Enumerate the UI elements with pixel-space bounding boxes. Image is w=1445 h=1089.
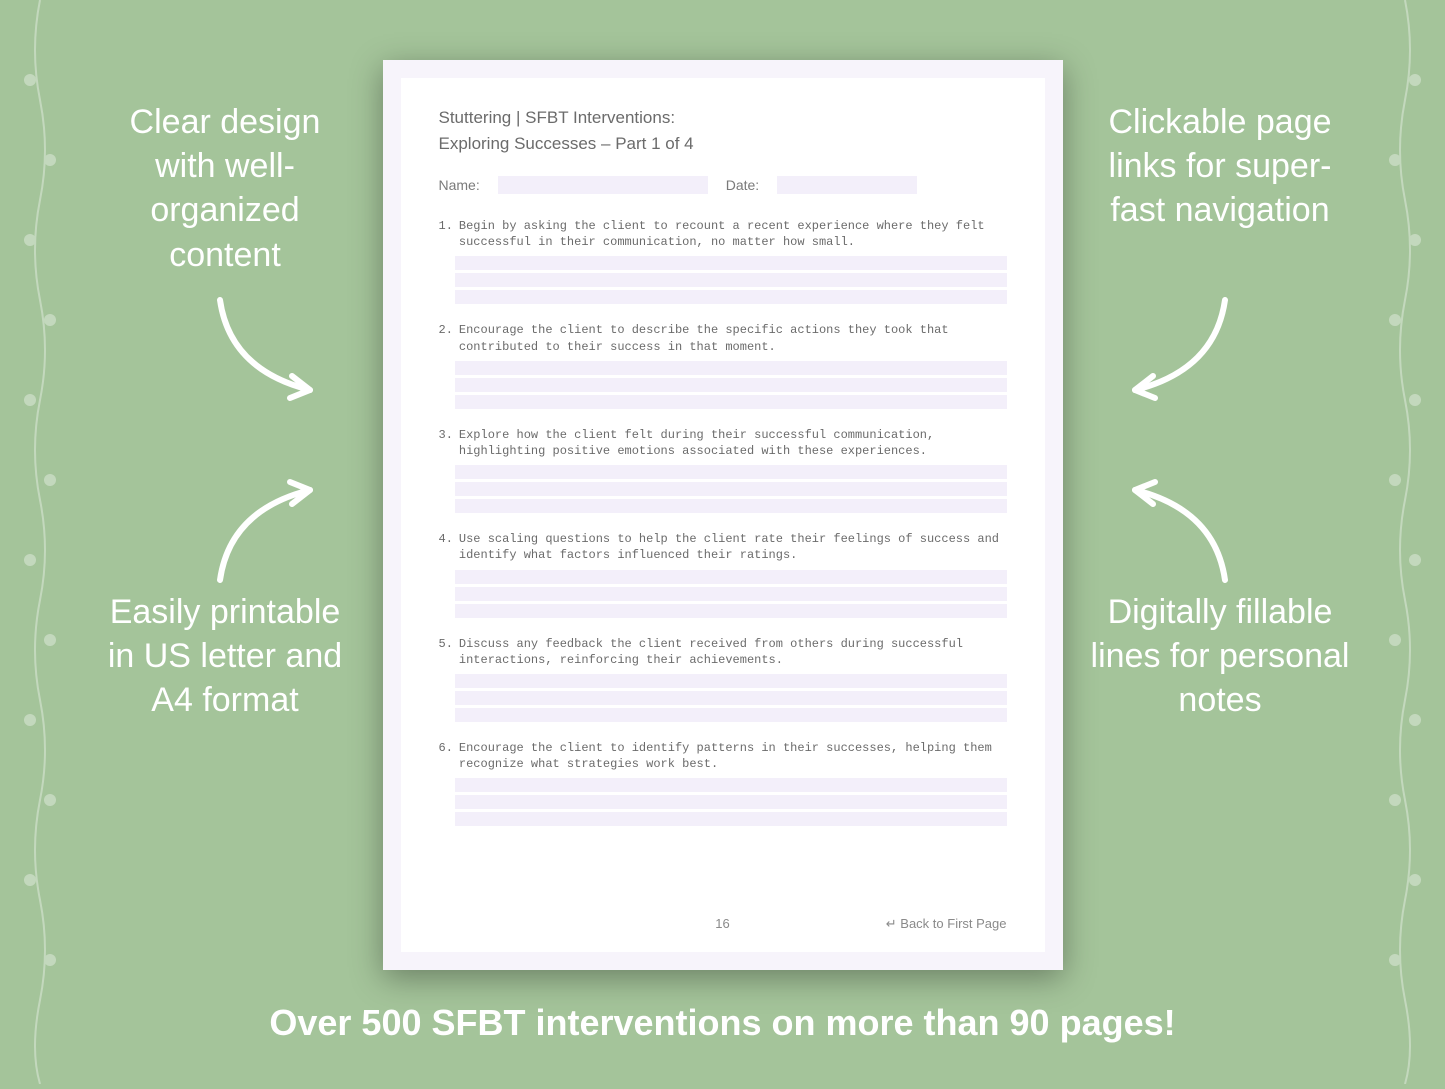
answer-lines xyxy=(455,674,1007,722)
question-text: 1.Begin by asking the client to recount … xyxy=(439,218,1007,250)
document-footer: 16 ↵ Back to First Page xyxy=(439,916,1007,932)
question-item: 2.Encourage the client to describe the s… xyxy=(439,322,1007,408)
question-item: 5.Discuss any feedback the client receiv… xyxy=(439,636,1007,722)
document-page: Stuttering | SFBT Interventions: Explori… xyxy=(383,60,1063,970)
question-number: 3. xyxy=(439,427,453,459)
date-input[interactable] xyxy=(777,176,917,194)
question-body: Discuss any feedback the client received… xyxy=(459,636,1007,668)
answer-line[interactable] xyxy=(455,778,1007,792)
question-text: 2.Encourage the client to describe the s… xyxy=(439,322,1007,354)
vine-border-left xyxy=(10,0,70,1084)
question-number: 1. xyxy=(439,218,453,250)
arrow-bottom-left xyxy=(200,470,340,590)
answer-line[interactable] xyxy=(455,570,1007,584)
answer-line[interactable] xyxy=(455,361,1007,375)
arrow-top-right xyxy=(1105,290,1245,410)
question-body: Encourage the client to describe the spe… xyxy=(459,322,1007,354)
callout-bottom-left: Easily printable in US letter and A4 for… xyxy=(95,590,355,723)
arrow-top-left xyxy=(200,290,340,410)
question-body: Explore how the client felt during their… xyxy=(459,427,1007,459)
answer-line[interactable] xyxy=(455,587,1007,601)
answer-lines xyxy=(455,361,1007,409)
answer-line[interactable] xyxy=(455,499,1007,513)
question-item: 1.Begin by asking the client to recount … xyxy=(439,218,1007,304)
answer-line[interactable] xyxy=(455,395,1007,409)
question-item: 4.Use scaling questions to help the clie… xyxy=(439,531,1007,617)
document-header: Stuttering | SFBT Interventions: xyxy=(439,108,1007,128)
answer-line[interactable] xyxy=(455,795,1007,809)
back-to-first-link[interactable]: ↵ Back to First Page xyxy=(886,916,1007,932)
name-date-row: Name: Date: xyxy=(439,176,1007,194)
page-number: 16 xyxy=(715,916,729,931)
answer-lines xyxy=(455,570,1007,618)
arrow-bottom-right xyxy=(1105,470,1245,590)
answer-lines xyxy=(455,256,1007,304)
question-number: 2. xyxy=(439,322,453,354)
document-inner: Stuttering | SFBT Interventions: Explori… xyxy=(401,78,1045,952)
question-text: 5.Discuss any feedback the client receiv… xyxy=(439,636,1007,668)
question-body: Begin by asking the client to recount a … xyxy=(459,218,1007,250)
answer-line[interactable] xyxy=(455,465,1007,479)
answer-line[interactable] xyxy=(455,691,1007,705)
vine-border-right xyxy=(1375,0,1435,1084)
answer-lines xyxy=(455,465,1007,513)
answer-line[interactable] xyxy=(455,256,1007,270)
document-subheader: Exploring Successes – Part 1 of 4 xyxy=(439,134,1007,154)
question-text: 4.Use scaling questions to help the clie… xyxy=(439,531,1007,563)
callout-top-right: Clickable page links for super-fast navi… xyxy=(1090,100,1350,233)
question-number: 4. xyxy=(439,531,453,563)
question-body: Encourage the client to identify pattern… xyxy=(459,740,1007,772)
bottom-banner: Over 500 SFBT interventions on more than… xyxy=(0,1002,1445,1044)
answer-line[interactable] xyxy=(455,674,1007,688)
question-text: 6.Encourage the client to identify patte… xyxy=(439,740,1007,772)
question-item: 6.Encourage the client to identify patte… xyxy=(439,740,1007,826)
question-text: 3.Explore how the client felt during the… xyxy=(439,427,1007,459)
question-number: 6. xyxy=(439,740,453,772)
answer-line[interactable] xyxy=(455,604,1007,618)
answer-line[interactable] xyxy=(455,273,1007,287)
question-number: 5. xyxy=(439,636,453,668)
answer-line[interactable] xyxy=(455,290,1007,304)
callout-bottom-right: Digitally fillable lines for personal no… xyxy=(1090,590,1350,723)
date-label: Date: xyxy=(726,177,759,193)
answer-line[interactable] xyxy=(455,378,1007,392)
name-label: Name: xyxy=(439,177,480,193)
answer-line[interactable] xyxy=(455,708,1007,722)
questions-list: 1.Begin by asking the client to recount … xyxy=(439,218,1007,826)
answer-line[interactable] xyxy=(455,482,1007,496)
answer-lines xyxy=(455,778,1007,826)
callout-top-left: Clear design with well-organized content xyxy=(95,100,355,277)
question-item: 3.Explore how the client felt during the… xyxy=(439,427,1007,513)
answer-line[interactable] xyxy=(455,812,1007,826)
question-body: Use scaling questions to help the client… xyxy=(459,531,1007,563)
name-input[interactable] xyxy=(498,176,708,194)
